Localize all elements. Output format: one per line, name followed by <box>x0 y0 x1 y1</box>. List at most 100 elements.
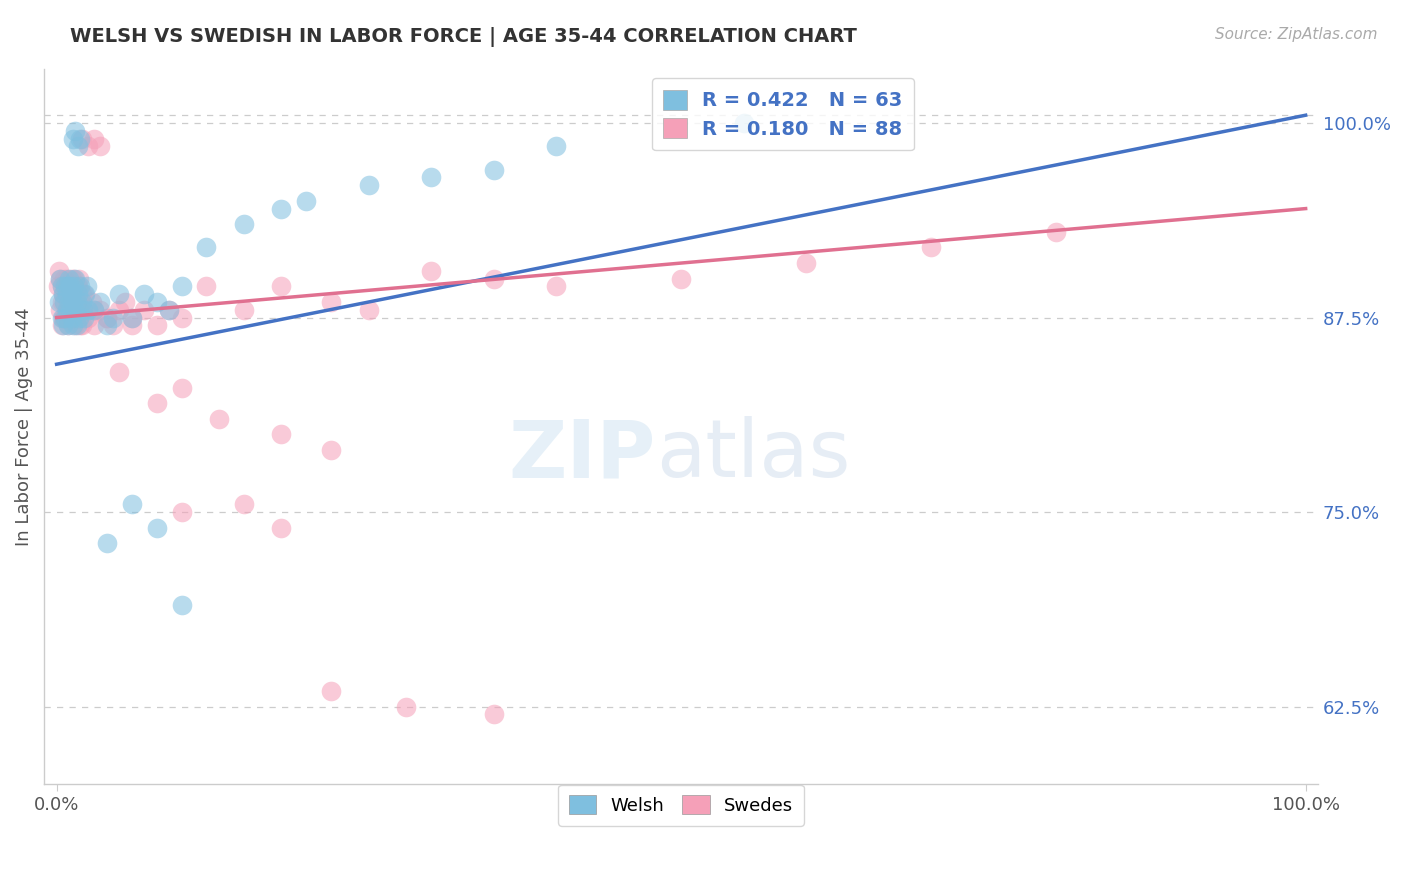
Point <box>63 279 86 293</box>
Point <box>114 295 136 310</box>
Point <box>62 318 84 333</box>
Legend: Welsh, Swedes: Welsh, Swedes <box>558 784 804 825</box>
Point <box>96 536 118 550</box>
Point <box>60 295 83 310</box>
Point <box>62 279 84 293</box>
Point <box>65 302 87 317</box>
Point <box>70 302 93 317</box>
Point <box>420 170 443 185</box>
Point <box>208 411 231 425</box>
Point <box>89 139 111 153</box>
Point <box>70 287 93 301</box>
Point <box>49 302 72 317</box>
Point <box>65 295 87 310</box>
Point <box>546 279 568 293</box>
Point <box>76 302 98 317</box>
Point <box>76 279 98 293</box>
Point <box>62 295 84 310</box>
Point <box>83 131 105 145</box>
Point <box>51 279 73 293</box>
Point <box>58 271 80 285</box>
Point <box>83 302 105 317</box>
Point <box>157 302 180 317</box>
Point <box>83 318 105 333</box>
Point <box>59 310 82 325</box>
Point <box>420 264 443 278</box>
Point <box>669 271 692 285</box>
Point <box>270 427 292 442</box>
Point <box>121 310 143 325</box>
Point <box>60 287 83 301</box>
Point <box>55 302 77 317</box>
Point <box>69 295 91 310</box>
Point <box>48 295 70 310</box>
Point <box>233 497 256 511</box>
Point <box>59 302 82 317</box>
Point <box>108 302 131 317</box>
Text: ZIP: ZIP <box>509 416 655 494</box>
Point <box>121 310 143 325</box>
Point <box>132 287 155 301</box>
Point <box>62 310 84 325</box>
Point <box>52 310 75 325</box>
Point <box>66 279 89 293</box>
Point <box>482 162 505 177</box>
Point <box>53 279 76 293</box>
Point <box>108 287 131 301</box>
Point <box>67 310 90 325</box>
Text: atlas: atlas <box>655 416 851 494</box>
Point <box>55 271 77 285</box>
Point <box>62 131 84 145</box>
Point <box>56 318 79 333</box>
Point <box>170 279 193 293</box>
Point <box>56 295 79 310</box>
Point <box>80 295 103 310</box>
Point <box>1045 225 1067 239</box>
Point <box>55 302 77 317</box>
Point <box>546 139 568 153</box>
Point <box>170 380 193 394</box>
Point <box>49 271 72 285</box>
Point <box>145 318 167 333</box>
Point <box>63 271 86 285</box>
Point <box>108 365 131 379</box>
Point <box>55 287 77 301</box>
Point <box>53 295 76 310</box>
Point <box>60 310 83 325</box>
Point <box>65 318 87 333</box>
Point <box>195 240 218 254</box>
Point <box>53 310 76 325</box>
Point <box>170 310 193 325</box>
Point <box>65 318 87 333</box>
Point <box>794 256 817 270</box>
Point <box>69 131 91 145</box>
Point <box>66 139 89 153</box>
Point <box>195 279 218 293</box>
Point <box>145 295 167 310</box>
Point <box>65 302 87 317</box>
Point <box>65 124 87 138</box>
Point <box>96 318 118 333</box>
Point <box>121 497 143 511</box>
Point <box>121 318 143 333</box>
Point <box>58 295 80 310</box>
Point <box>76 310 98 325</box>
Point <box>66 310 89 325</box>
Point <box>321 295 343 310</box>
Point <box>55 302 77 317</box>
Point <box>69 279 91 293</box>
Point <box>53 310 76 325</box>
Point <box>321 442 343 457</box>
Point <box>233 217 256 231</box>
Point <box>72 302 94 317</box>
Point <box>73 287 96 301</box>
Point <box>170 505 193 519</box>
Point <box>65 271 87 285</box>
Point <box>58 279 80 293</box>
Point <box>51 318 73 333</box>
Point <box>145 521 167 535</box>
Point <box>67 271 90 285</box>
Point <box>145 396 167 410</box>
Point <box>89 295 111 310</box>
Point <box>66 287 89 301</box>
